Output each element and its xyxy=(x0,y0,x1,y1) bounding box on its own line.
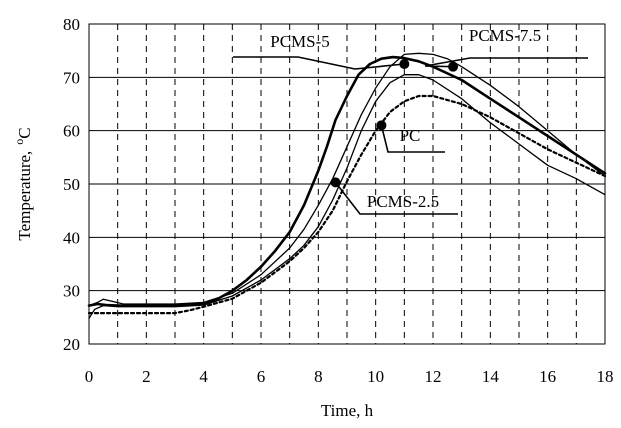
annotation-leader-pcms-5 xyxy=(233,56,405,70)
x-tick-label: 8 xyxy=(314,367,323,386)
series-line-pc xyxy=(87,94,607,315)
x-tick-label: 6 xyxy=(257,367,266,386)
series-line-pcms-5 xyxy=(87,55,607,307)
x-tick-label: 2 xyxy=(142,367,151,386)
y-axis-title: Temperature, oC xyxy=(12,127,34,240)
y-axis-unit: oC xyxy=(12,127,34,144)
plot-frame xyxy=(88,23,606,345)
y-tick-label: 70 xyxy=(63,68,80,87)
x-axis-ticks: 0 2 4 6 8 10 12 14 16 18 xyxy=(85,367,614,386)
x-axis-title: Time, h xyxy=(321,401,374,420)
annotation-marker-pc xyxy=(376,120,387,131)
y-axis-ticks: 20 30 40 50 60 70 80 xyxy=(63,15,80,354)
degree-symbol: o xyxy=(12,139,26,145)
y-tick-label: 20 xyxy=(63,335,80,354)
series-line-pcms-7-5 xyxy=(88,52,606,307)
annotation-leader-pcms-7-5 xyxy=(424,57,588,68)
x-tick-label: 0 xyxy=(85,367,94,386)
y-tick-label: 30 xyxy=(63,282,80,301)
annotation-leader-pcms-2-5 xyxy=(334,181,458,215)
y-tick-label: 50 xyxy=(63,175,80,194)
x-tick-label: 12 xyxy=(425,367,442,386)
x-tick-label: 16 xyxy=(539,367,556,386)
x-tick-label: 10 xyxy=(367,367,384,386)
x-tick-label: 18 xyxy=(597,367,614,386)
x-tick-label: 14 xyxy=(482,367,500,386)
annotation-marker-pcms-7-5 xyxy=(448,61,459,72)
x-tick-label: 4 xyxy=(199,367,208,386)
annotation-marker-pcms-2-5 xyxy=(330,177,341,188)
annotation-label-pcms-2-5: PCMS-2.5 xyxy=(367,192,439,211)
annotation-leader-pc xyxy=(380,125,445,153)
annotation-label-pcms-7-5: PCMS-7.5 xyxy=(469,26,541,45)
y-tick-label: 80 xyxy=(63,15,80,34)
y-axis-title-text: Temperature, xyxy=(15,151,34,241)
annotation-label-pc: PC xyxy=(400,126,421,145)
celsius-letter: C xyxy=(15,127,34,138)
annotation-label-pcms-5: PCMS-5 xyxy=(270,32,330,51)
y-tick-label: 40 xyxy=(63,228,80,247)
y-tick-label: 60 xyxy=(63,122,80,141)
annotation-marker-pcms-5 xyxy=(399,59,410,69)
annotations: PCMS-5 PCMS-7.5 PC PCMS-2.5 xyxy=(233,26,588,215)
